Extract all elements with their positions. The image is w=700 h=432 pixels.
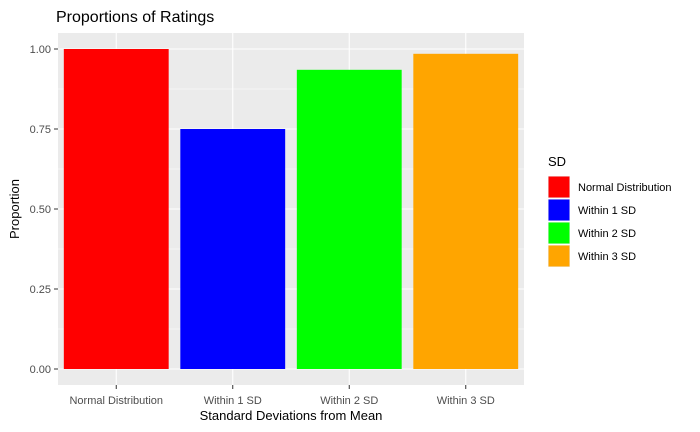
bar <box>413 53 519 370</box>
legend-swatch <box>548 222 570 244</box>
x-tick-label: Normal Distribution <box>69 395 163 407</box>
legend-items: Normal Distribution Within 1 SD Within 2 S… <box>548 176 672 267</box>
y-tick-label: 0.00 <box>30 364 51 376</box>
legend-swatch <box>548 199 570 221</box>
x-axis-title: Standard Deviations from Mean <box>200 408 383 423</box>
legend-swatch <box>548 176 570 198</box>
legend-swatch <box>548 245 570 267</box>
bar <box>296 69 402 370</box>
y-tick-label: 1.00 <box>30 44 51 56</box>
y-tick-label: 0.25 <box>30 284 51 296</box>
legend-label: Within 1 SD <box>578 205 636 217</box>
y-axis-ticks: 0.00 0.25 0.50 0.75 1.00 <box>30 44 58 376</box>
bar <box>180 129 286 369</box>
x-tick-label: Within 3 SD <box>437 395 495 407</box>
bar <box>63 49 169 369</box>
x-axis-ticks: Normal Distribution Within 1 SD Within 2 S… <box>69 385 495 407</box>
legend: SD Normal Distribution Within 1 SD Within … <box>548 154 672 267</box>
x-tick-label: Within 2 SD <box>320 395 378 407</box>
bars <box>63 49 519 370</box>
legend-label: Within 3 SD <box>578 251 636 263</box>
legend-label: Within 2 SD <box>578 228 636 240</box>
chart-title: Proportions of Ratings <box>56 9 214 26</box>
y-tick-label: 0.75 <box>30 124 51 136</box>
y-tick-label: 0.50 <box>30 204 51 216</box>
x-tick-label: Within 1 SD <box>204 395 262 407</box>
legend-title: SD <box>548 154 566 169</box>
legend-label: Normal Distribution <box>578 182 672 194</box>
y-axis-title: Proportion <box>7 179 22 239</box>
